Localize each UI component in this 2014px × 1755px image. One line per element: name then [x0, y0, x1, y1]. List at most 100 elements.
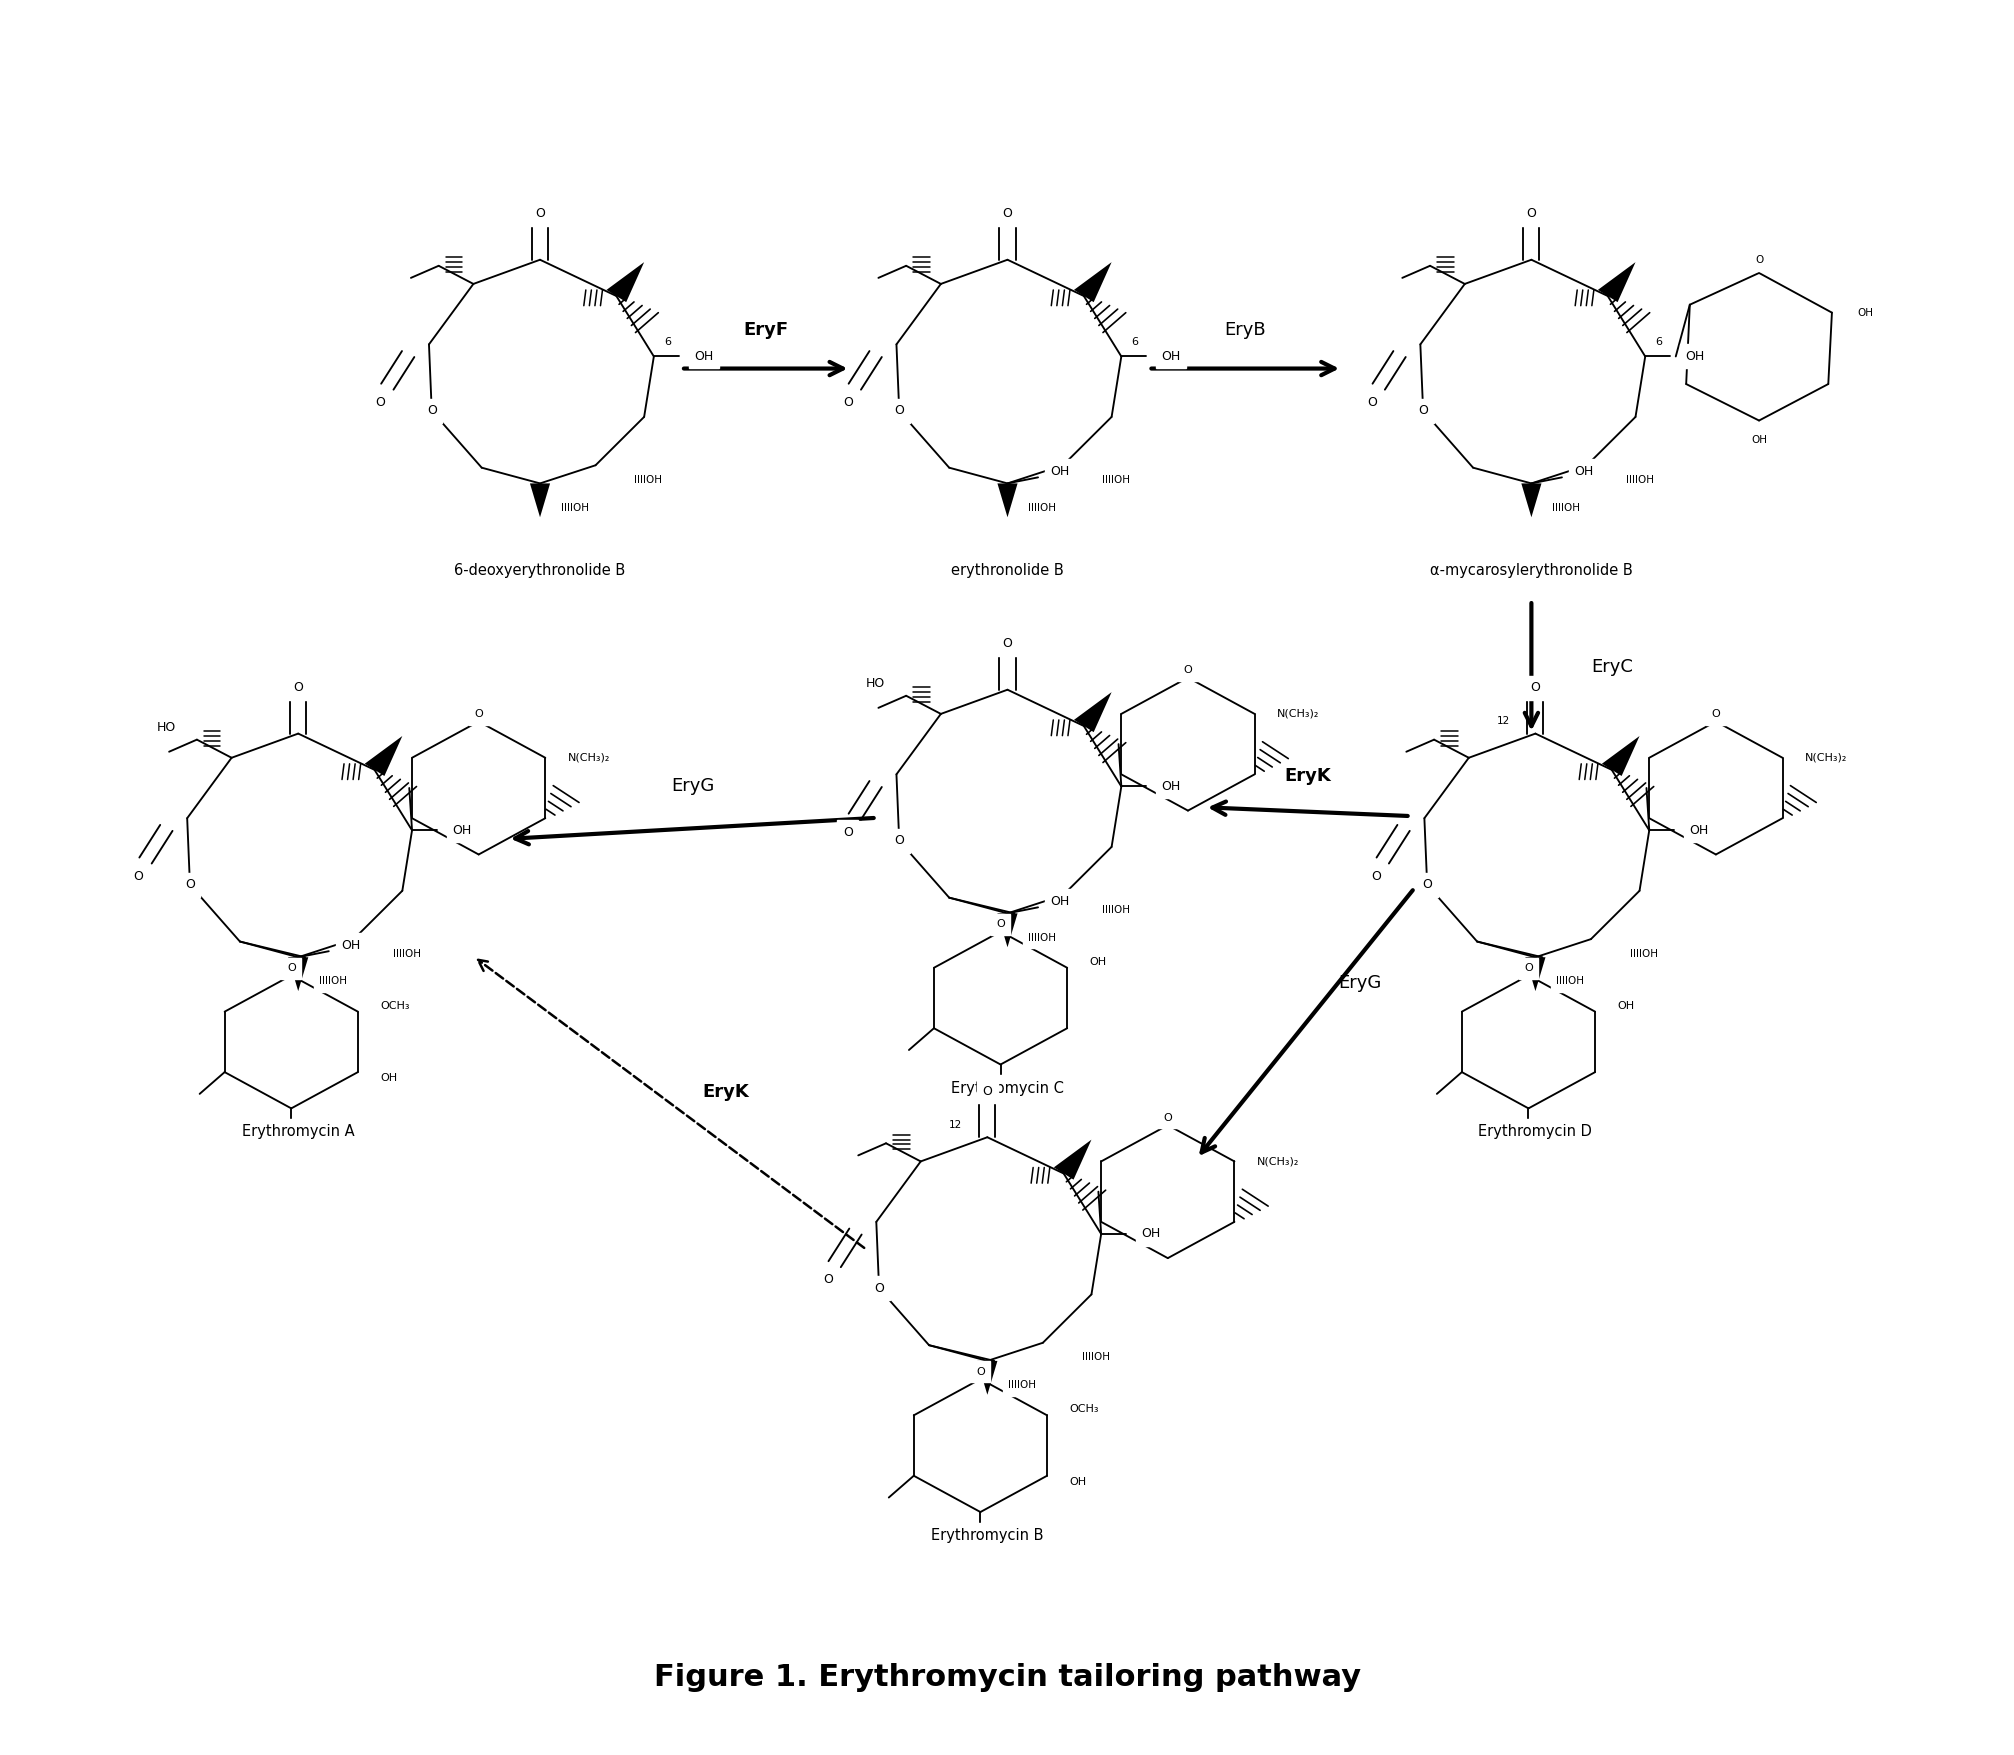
Text: OCH₃: OCH₃ [1069, 1404, 1098, 1415]
Polygon shape [1521, 483, 1541, 518]
Text: O: O [185, 878, 195, 892]
Polygon shape [1601, 735, 1639, 776]
Polygon shape [530, 483, 550, 518]
Text: OH: OH [453, 823, 471, 837]
Text: OH: OH [1857, 307, 1873, 318]
Text: IIIIOH: IIIIOH [634, 476, 663, 484]
Text: O: O [1182, 665, 1192, 676]
Text: OH: OH [1049, 895, 1069, 907]
Text: erythronolide B: erythronolide B [951, 563, 1063, 577]
Text: Figure 1. Erythromycin tailoring pathway: Figure 1. Erythromycin tailoring pathway [655, 1664, 1359, 1692]
Text: EryG: EryG [1337, 974, 1382, 992]
Text: Erythromycin A: Erythromycin A [242, 1125, 354, 1139]
Text: N(CH₃)₂: N(CH₃)₂ [1257, 1157, 1299, 1167]
Text: Erythromycin B: Erythromycin B [930, 1529, 1043, 1543]
Text: O: O [842, 397, 852, 409]
Text: OH: OH [1686, 349, 1704, 363]
Text: O: O [133, 870, 143, 883]
Text: O: O [1003, 637, 1011, 651]
Text: O: O [1370, 870, 1380, 883]
Text: O: O [375, 397, 385, 409]
Text: O: O [1162, 1113, 1172, 1123]
Text: IIIIOH: IIIIOH [393, 949, 421, 958]
Text: O: O [874, 1281, 884, 1295]
Text: 6-deoxyerythronolide B: 6-deoxyerythronolide B [455, 563, 624, 577]
Text: OH: OH [1162, 349, 1180, 363]
Text: EryK: EryK [1283, 767, 1331, 784]
Text: IIIIOH: IIIIOH [1625, 476, 1653, 484]
Polygon shape [1053, 1139, 1092, 1179]
Text: O: O [473, 709, 483, 720]
Text: HO: HO [157, 721, 175, 734]
Text: Erythromycin D: Erythromycin D [1478, 1125, 1591, 1139]
Text: IIIIOH: IIIIOH [1102, 476, 1130, 484]
Text: 6: 6 [1656, 337, 1662, 347]
Text: OCH₃: OCH₃ [381, 1000, 409, 1011]
Polygon shape [288, 956, 308, 992]
Text: IIIIOH: IIIIOH [1555, 976, 1583, 986]
Text: N(CH₃)₂: N(CH₃)₂ [568, 753, 610, 763]
Text: OH: OH [695, 349, 713, 363]
Text: 12: 12 [1496, 716, 1510, 727]
Text: O: O [894, 834, 904, 848]
Text: IIIIOH: IIIIOH [318, 976, 346, 986]
Text: O: O [995, 920, 1005, 928]
Text: OH: OH [1690, 823, 1708, 837]
Text: HO: HO [866, 677, 884, 690]
Text: IIIIOH: IIIIOH [1007, 1379, 1035, 1390]
Text: OH: OH [1750, 435, 1766, 444]
Text: OH: OH [1090, 956, 1106, 967]
Text: O: O [536, 207, 544, 221]
Text: N(CH₃)₂: N(CH₃)₂ [1277, 709, 1319, 720]
Text: O: O [983, 1085, 991, 1099]
Text: IIIIOH: IIIIOH [1027, 932, 1055, 942]
Text: 6: 6 [665, 337, 671, 347]
Text: IIIIOH: IIIIOH [1027, 502, 1055, 512]
Polygon shape [1073, 691, 1112, 732]
Text: O: O [1418, 404, 1428, 418]
Text: EryK: EryK [701, 1083, 749, 1100]
Text: OH: OH [340, 939, 361, 951]
Text: 6: 6 [1132, 337, 1138, 347]
Text: O: O [427, 404, 437, 418]
Text: OH: OH [1049, 465, 1069, 477]
Polygon shape [977, 1360, 997, 1395]
Polygon shape [365, 735, 403, 776]
Text: 12: 12 [949, 1120, 963, 1130]
Text: N(CH₃)₂: N(CH₃)₂ [1805, 753, 1847, 763]
Text: O: O [894, 404, 904, 418]
Polygon shape [606, 261, 644, 302]
Text: OH: OH [381, 1072, 397, 1083]
Text: O: O [822, 1274, 832, 1286]
Text: IIIIOH: IIIIOH [560, 502, 588, 512]
Text: O: O [1527, 207, 1535, 221]
Text: O: O [975, 1367, 985, 1376]
Text: OH: OH [1162, 779, 1180, 793]
Text: OH: OH [1573, 465, 1593, 477]
Text: O: O [1710, 709, 1720, 720]
Text: O: O [1003, 207, 1011, 221]
Text: EryG: EryG [671, 777, 715, 795]
Text: O: O [294, 681, 302, 695]
Text: Erythromycin C: Erythromycin C [951, 1081, 1063, 1095]
Text: EryC: EryC [1591, 658, 1631, 676]
Text: EryF: EryF [743, 321, 787, 339]
Text: O: O [1754, 254, 1762, 265]
Text: α-mycarosylerythronolide B: α-mycarosylerythronolide B [1430, 563, 1631, 577]
Text: O: O [1365, 397, 1376, 409]
Text: O: O [1523, 963, 1533, 972]
Text: O: O [1531, 681, 1539, 695]
Text: IIIIOH: IIIIOH [1082, 1353, 1110, 1362]
Text: OH: OH [1142, 1227, 1160, 1241]
Polygon shape [1525, 956, 1545, 992]
Text: OH: OH [1069, 1476, 1086, 1486]
Text: O: O [842, 827, 852, 839]
Polygon shape [997, 913, 1017, 948]
Text: IIIIOH: IIIIOH [1551, 502, 1579, 512]
Text: O: O [286, 963, 296, 972]
Polygon shape [1073, 261, 1112, 302]
Text: IIIIOH: IIIIOH [1629, 949, 1658, 958]
Text: EryB: EryB [1225, 321, 1265, 339]
Text: OH: OH [1617, 1000, 1633, 1011]
Text: O: O [1422, 878, 1432, 892]
